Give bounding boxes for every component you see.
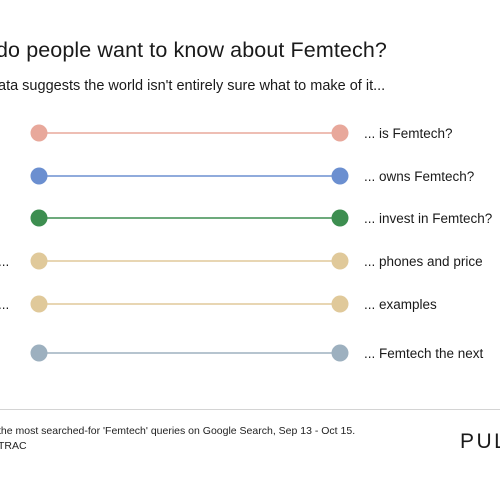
- dumbbell-end-point: [331, 124, 349, 142]
- row-left-label: ...: [0, 254, 9, 269]
- footnote-source-text: the most searched-for 'Femtech' queries …: [0, 425, 356, 437]
- dumbbell-start-point: [30, 167, 48, 185]
- row-query-label: ... is Femtech?: [364, 126, 453, 141]
- dumbbell-row: ... is Femtech?: [30, 124, 453, 142]
- row-query-label: ... Femtech the next: [364, 346, 484, 361]
- row-query-label: ... invest in Femtech?: [364, 211, 492, 226]
- footer-divider: [0, 409, 500, 410]
- dumbbell-row: ... examples...: [0, 295, 437, 313]
- dumbbell-row: ... phones and price...: [0, 252, 483, 270]
- dumbbell-start-point: [30, 344, 48, 362]
- dumbbell-start-point: [30, 295, 48, 313]
- brand-logo: PUL: [460, 430, 500, 453]
- dumbbell-end-point: [331, 209, 349, 227]
- dumbbell-row: ... Femtech the next: [30, 344, 484, 362]
- dumbbell-end-point: [331, 344, 349, 362]
- dumbbell-end-point: [331, 167, 349, 185]
- dumbbell-end-point: [331, 295, 349, 313]
- dumbbell-chart: ... is Femtech? ... owns Femtech? ... inve…: [0, 124, 492, 362]
- chart-title: do people want to know about Femtech?: [0, 38, 387, 62]
- dumbbell-row: ... invest in Femtech?: [30, 209, 492, 227]
- row-query-label: ... examples: [364, 297, 437, 312]
- footnote-credit-text: TRAC: [0, 440, 27, 452]
- dumbbell-start-point: [30, 124, 48, 142]
- row-query-label: ... owns Femtech?: [364, 169, 474, 184]
- dumbbell-end-point: [331, 252, 349, 270]
- footnote: the most searched-for 'Femtech' queries …: [0, 424, 355, 454]
- dumbbell-row: ... owns Femtech?: [30, 167, 474, 185]
- row-left-label: ...: [0, 297, 9, 312]
- chart-subtitle: ata suggests the world isn't entirely su…: [0, 78, 386, 94]
- row-query-label: ... phones and price: [364, 254, 483, 269]
- dumbbell-start-point: [30, 252, 48, 270]
- dumbbell-start-point: [30, 209, 48, 227]
